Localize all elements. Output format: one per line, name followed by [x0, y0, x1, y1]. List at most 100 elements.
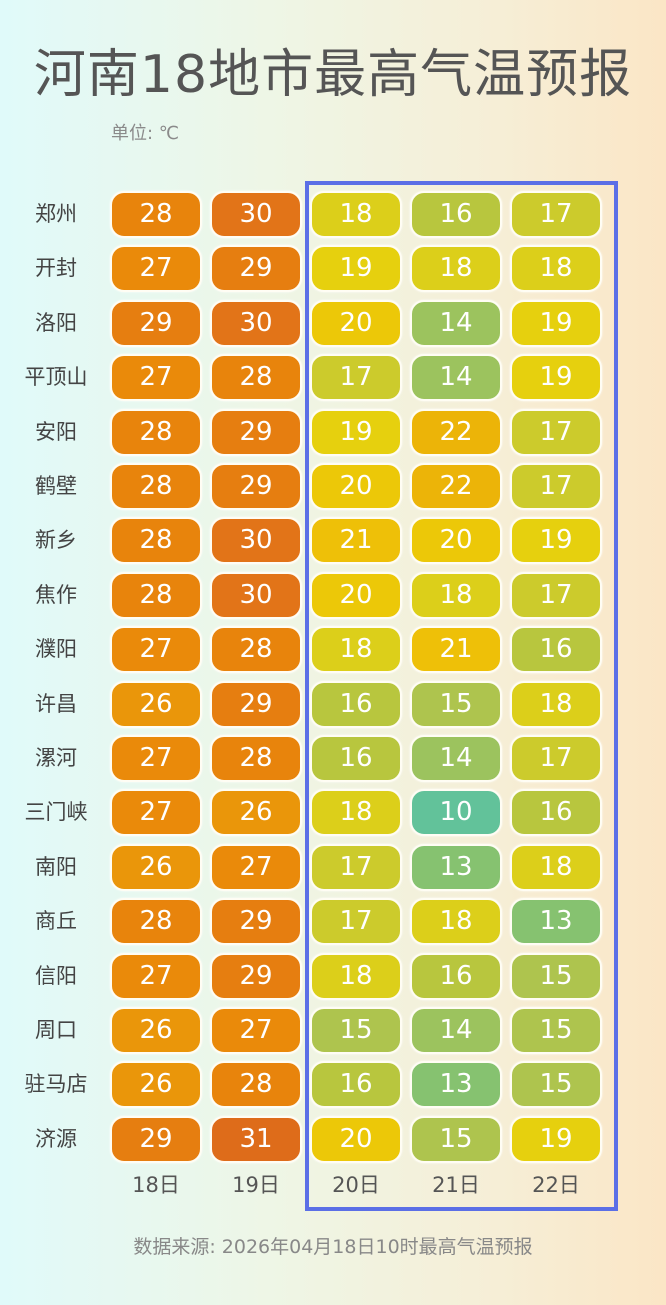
temperature-cell: 16: [310, 681, 402, 728]
temperature-cell: 18: [510, 844, 602, 891]
city-label: 三门峡: [24, 800, 88, 824]
temperature-cell: 29: [210, 409, 302, 456]
temperature-cell: 13: [410, 1061, 502, 1108]
temperature-cell: 13: [410, 844, 502, 891]
temperature-cell: 16: [410, 953, 502, 1000]
temperature-cell: 18: [310, 191, 402, 238]
temperature-cell: 29: [210, 681, 302, 728]
temperature-cell: 27: [110, 735, 202, 782]
temperature-cell: 27: [110, 953, 202, 1000]
temperature-cell: 28: [210, 735, 302, 782]
day-label: 20日: [332, 1173, 380, 1197]
temperature-cell: 29: [110, 1116, 202, 1163]
city-label: 周口: [35, 1018, 77, 1042]
temperature-cell: 27: [110, 789, 202, 836]
temperature-cell: 26: [110, 1007, 202, 1054]
temperature-cell: 18: [410, 245, 502, 292]
temperature-cell: 19: [510, 517, 602, 564]
temperature-cell: 17: [510, 572, 602, 619]
city-label: 安阳: [35, 420, 77, 444]
temperature-cell: 15: [410, 681, 502, 728]
temperature-cell: 18: [510, 681, 602, 728]
temperature-cell: 20: [310, 300, 402, 347]
city-label: 信阳: [35, 964, 77, 988]
temperature-cell: 16: [510, 789, 602, 836]
temperature-cell: 13: [510, 898, 602, 945]
temperature-cell: 27: [210, 1007, 302, 1054]
city-label: 商丘: [35, 909, 77, 933]
temperature-cell: 20: [310, 572, 402, 619]
temperature-cell: 17: [510, 191, 602, 238]
day-label: 21日: [432, 1173, 480, 1197]
temperature-cell: 28: [110, 409, 202, 456]
temperature-cell: 27: [110, 354, 202, 401]
city-label: 许昌: [35, 692, 77, 716]
temperature-cell: 29: [210, 898, 302, 945]
temperature-cell: 15: [310, 1007, 402, 1054]
temperature-cell: 15: [410, 1116, 502, 1163]
temperature-cell: 28: [110, 898, 202, 945]
temperature-cell: 30: [210, 517, 302, 564]
temperature-cell: 17: [310, 844, 402, 891]
temperature-cell: 28: [110, 517, 202, 564]
temperature-cell: 19: [510, 300, 602, 347]
temperature-cell: 26: [110, 1061, 202, 1108]
data-source-note: 数据来源: 2026年04月18日10时最高气温预报: [133, 1236, 533, 1258]
temperature-cell: 29: [210, 953, 302, 1000]
temperature-cell: 19: [510, 1116, 602, 1163]
temperature-cell: 27: [110, 626, 202, 673]
city-label: 鹤壁: [35, 474, 77, 498]
temperature-cell: 28: [110, 572, 202, 619]
temperature-cell: 22: [410, 463, 502, 510]
city-label: 开封: [35, 256, 77, 280]
temperature-cell: 15: [510, 1061, 602, 1108]
temperature-cell: 20: [410, 517, 502, 564]
temperature-cell: 15: [510, 1007, 602, 1054]
day-label: 19日: [232, 1173, 280, 1197]
unit-label: 单位: ℃: [111, 123, 180, 144]
temperature-cell: 17: [510, 463, 602, 510]
temperature-cell: 10: [410, 789, 502, 836]
temperature-cell: 16: [410, 191, 502, 238]
city-label: 新乡: [35, 528, 77, 552]
temperature-cell: 18: [310, 789, 402, 836]
temperature-cell: 20: [310, 1116, 402, 1163]
temperature-cell: 29: [210, 463, 302, 510]
temperature-cell: 28: [210, 354, 302, 401]
temperature-cell: 27: [210, 844, 302, 891]
temperature-cell: 20: [310, 463, 402, 510]
temperature-cell: 28: [110, 191, 202, 238]
temperature-cell: 19: [510, 354, 602, 401]
temperature-cell: 14: [410, 300, 502, 347]
city-label: 郑州: [35, 202, 77, 226]
temperature-cell: 18: [410, 572, 502, 619]
forecast-highlight-box: [305, 181, 618, 1211]
temperature-cell: 26: [110, 681, 202, 728]
temperature-cell: 17: [510, 409, 602, 456]
temperature-cell: 14: [410, 354, 502, 401]
page-title: 河南18地市最高气温预报: [33, 45, 633, 105]
temperature-cell: 17: [310, 898, 402, 945]
temperature-cell: 15: [510, 953, 602, 1000]
temperature-cell: 28: [210, 1061, 302, 1108]
temperature-cell: 18: [410, 898, 502, 945]
temperature-cell: 29: [110, 300, 202, 347]
temperature-cell: 19: [310, 409, 402, 456]
day-label: 18日: [132, 1173, 180, 1197]
temperature-cell: 21: [410, 626, 502, 673]
temperature-cell: 28: [210, 626, 302, 673]
temperature-cell: 14: [410, 735, 502, 782]
day-label: 22日: [532, 1173, 580, 1197]
city-label: 驻马店: [24, 1072, 88, 1096]
city-label: 焦作: [35, 583, 77, 607]
temperature-cell: 30: [210, 191, 302, 238]
city-label: 洛阳: [35, 311, 77, 335]
temperature-cell: 16: [310, 735, 402, 782]
city-label: 济源: [35, 1127, 77, 1151]
city-label: 南阳: [35, 855, 77, 879]
temperature-cell: 30: [210, 572, 302, 619]
city-label: 平顶山: [24, 365, 88, 389]
temperature-cell: 16: [510, 626, 602, 673]
temperature-cell: 17: [310, 354, 402, 401]
temperature-cell: 26: [110, 844, 202, 891]
